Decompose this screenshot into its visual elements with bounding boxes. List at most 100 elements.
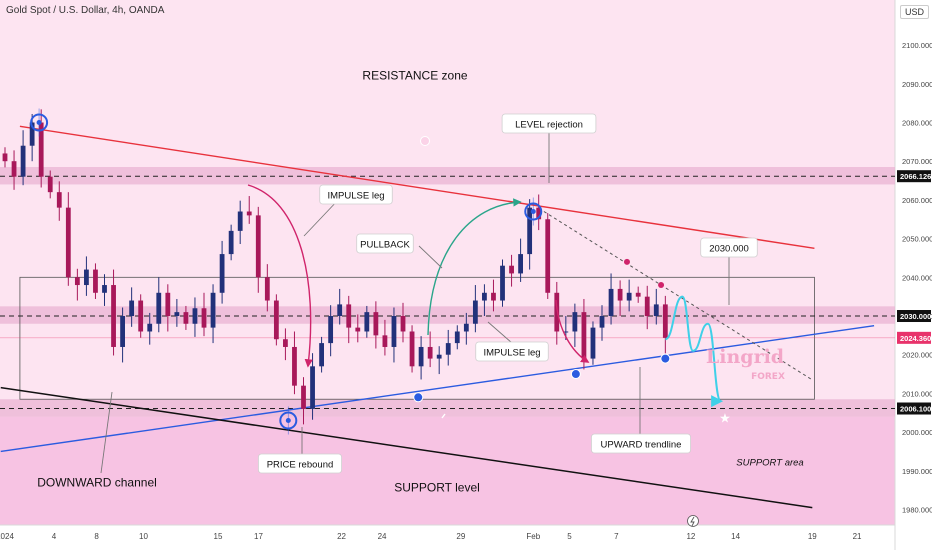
candle[interactable] bbox=[120, 307, 125, 363]
candle[interactable] bbox=[56, 181, 62, 221]
candle[interactable] bbox=[93, 263, 98, 299]
candle[interactable] bbox=[228, 224, 234, 261]
candle[interactable] bbox=[183, 305, 189, 330]
candle[interactable] bbox=[472, 285, 478, 333]
downward-channel-trendline[interactable] bbox=[0, 386, 813, 509]
candle[interactable] bbox=[445, 329, 451, 366]
sr-zone-0 bbox=[0, 167, 895, 185]
candle-body bbox=[436, 354, 442, 359]
candle[interactable] bbox=[617, 280, 623, 317]
candle[interactable] bbox=[74, 268, 80, 301]
annotation-4[interactable]: IMPULSE leg bbox=[475, 321, 549, 362]
candle[interactable] bbox=[545, 213, 551, 299]
price-label-bg bbox=[897, 331, 931, 344]
candle[interactable] bbox=[346, 295, 352, 344]
x-tick-label: 14 bbox=[731, 532, 740, 541]
candle-body bbox=[364, 312, 370, 332]
x-tick-label: 17 bbox=[254, 532, 263, 541]
candle[interactable] bbox=[644, 285, 650, 330]
candle[interactable] bbox=[65, 192, 71, 286]
candle[interactable] bbox=[47, 170, 53, 199]
candle[interactable] bbox=[554, 281, 560, 345]
currency-button[interactable]: USD bbox=[900, 5, 930, 19]
candle[interactable] bbox=[165, 284, 171, 332]
annotation-2[interactable]: IMPULSE leg bbox=[303, 184, 393, 237]
candle[interactable] bbox=[427, 331, 433, 368]
dotted-resistance-trendline[interactable] bbox=[543, 211, 813, 381]
candle[interactable] bbox=[509, 254, 514, 287]
candle[interactable] bbox=[129, 287, 135, 327]
candle[interactable] bbox=[20, 130, 26, 186]
sr-zone-1 bbox=[0, 306, 895, 324]
candle[interactable] bbox=[174, 298, 180, 327]
candle[interactable] bbox=[391, 307, 397, 363]
candle[interactable] bbox=[111, 269, 116, 356]
resistance-trendline[interactable] bbox=[19, 125, 815, 249]
candle[interactable] bbox=[599, 305, 605, 341]
candle[interactable] bbox=[237, 200, 243, 245]
annotation-10[interactable]: SUPPORT area bbox=[736, 458, 803, 469]
candle[interactable] bbox=[463, 312, 469, 345]
annotation-5[interactable]: 2030.000 bbox=[700, 237, 758, 305]
candle[interactable] bbox=[138, 294, 144, 338]
candle[interactable] bbox=[518, 238, 524, 282]
candle[interactable] bbox=[653, 288, 659, 325]
candle[interactable] bbox=[29, 113, 35, 162]
candle[interactable] bbox=[219, 240, 225, 304]
candle[interactable] bbox=[572, 303, 578, 347]
annotation-9[interactable]: SUPPORT level bbox=[394, 481, 480, 495]
x-tick-label: Feb bbox=[526, 532, 540, 541]
candle[interactable] bbox=[283, 328, 288, 361]
candle[interactable] bbox=[264, 264, 270, 312]
candle[interactable] bbox=[454, 325, 460, 350]
candle[interactable] bbox=[147, 312, 153, 345]
candle[interactable] bbox=[373, 301, 379, 349]
candle[interactable] bbox=[364, 305, 370, 338]
candle[interactable] bbox=[400, 302, 406, 343]
candle[interactable] bbox=[626, 279, 632, 312]
candle[interactable] bbox=[2, 147, 8, 168]
candle[interactable] bbox=[210, 284, 216, 344]
candle[interactable] bbox=[635, 286, 641, 303]
candle[interactable] bbox=[292, 331, 297, 395]
candle[interactable] bbox=[482, 284, 487, 317]
candle[interactable] bbox=[337, 288, 343, 325]
candle[interactable] bbox=[527, 199, 533, 270]
candle[interactable] bbox=[201, 292, 207, 337]
candle[interactable] bbox=[355, 314, 361, 343]
candle[interactable] bbox=[500, 259, 505, 307]
candle[interactable] bbox=[273, 294, 279, 346]
candle[interactable] bbox=[156, 277, 162, 333]
candle[interactable] bbox=[382, 319, 388, 356]
candle[interactable] bbox=[608, 273, 614, 325]
candle[interactable] bbox=[662, 295, 668, 354]
candle[interactable] bbox=[418, 336, 424, 380]
price-label-text: 2030.000 bbox=[900, 312, 931, 321]
annotation-8[interactable]: DOWNWARD channel bbox=[37, 391, 157, 490]
annotation-3[interactable]: PULLBACK bbox=[356, 233, 443, 269]
candle[interactable] bbox=[536, 194, 542, 231]
annotation-7[interactable]: UPWARD trendline bbox=[591, 367, 691, 454]
candle[interactable] bbox=[491, 279, 496, 312]
candle[interactable] bbox=[319, 336, 324, 373]
candle[interactable] bbox=[590, 321, 596, 365]
candle[interactable] bbox=[102, 274, 107, 306]
annotation-1[interactable]: LEVEL rejection bbox=[501, 113, 597, 183]
candle[interactable] bbox=[301, 377, 306, 425]
candle[interactable] bbox=[328, 305, 334, 357]
candle[interactable] bbox=[192, 297, 198, 337]
candle-body bbox=[563, 331, 569, 333]
annotation-6[interactable]: PRICE rebound bbox=[258, 427, 342, 474]
candle[interactable] bbox=[84, 256, 89, 296]
candle[interactable] bbox=[436, 346, 442, 375]
candle[interactable] bbox=[246, 196, 252, 224]
dividend-event-icon[interactable] bbox=[420, 136, 430, 146]
y-tick-label: 2090.000 bbox=[902, 80, 932, 89]
annotation-0[interactable]: RESISTANCE zone bbox=[362, 69, 467, 83]
candle[interactable] bbox=[255, 206, 261, 293]
candle[interactable] bbox=[409, 325, 415, 373]
candle[interactable] bbox=[11, 150, 17, 190]
lightning-icon[interactable] bbox=[687, 515, 699, 527]
support-trendline[interactable] bbox=[0, 324, 875, 453]
